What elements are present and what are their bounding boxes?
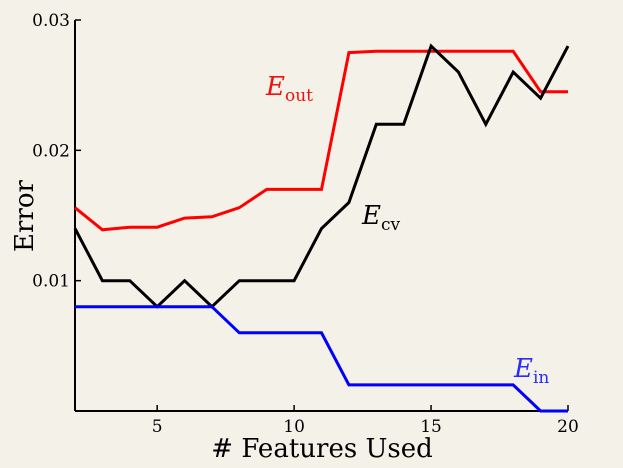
series-label-main: E — [513, 354, 533, 384]
x-tick-label: 10 — [283, 417, 305, 437]
x-axis-title: # Features Used — [211, 434, 432, 464]
series-label-main: E — [361, 201, 381, 231]
x-tick-label: 15 — [420, 417, 442, 437]
x-tick-label: 5 — [152, 417, 163, 437]
y-axis-title: Error — [10, 179, 40, 251]
series-label-cv: Ecv — [361, 201, 401, 235]
series-line-cv — [73, 43, 570, 309]
series-line-in — [75, 305, 568, 413]
axes — [74, 20, 568, 412]
ticks: 5 10 15 20 0.01 0.02 0.03 — [32, 11, 579, 437]
series-label-out: Eout — [265, 72, 313, 106]
series-label-sub: out — [285, 86, 313, 106]
y-tick-label: 0.02 — [32, 141, 70, 161]
series-line-out — [74, 49, 568, 232]
series-label-sub: cv — [381, 215, 401, 235]
series-label-main: E — [265, 72, 285, 102]
y-tick-label: 0.03 — [32, 11, 70, 31]
y-tick-label: 0.01 — [32, 272, 70, 292]
x-tick-label: 20 — [557, 417, 579, 437]
series-label-in: Ein — [513, 354, 549, 388]
series-label-sub: in — [533, 368, 549, 388]
series-lines — [73, 43, 570, 413]
